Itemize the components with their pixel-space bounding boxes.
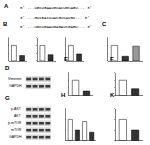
svg-text:p-AKT: p-AKT — [11, 107, 22, 111]
svg-text:AKT: AKT — [14, 114, 22, 118]
svg-text:GAPDH: GAPDH — [9, 84, 22, 88]
svg-text:H: H — [61, 92, 65, 98]
svg-text:B: B — [3, 21, 8, 27]
svg-text:p-mTOR: p-mTOR — [8, 121, 22, 125]
svg-text:K: K — [110, 92, 115, 98]
svg-text:5' ...UGCUGAAUGAGAUCGAGU... 3': 5' ...UGCUGAAUGAGAUCGAGU... 3' — [20, 25, 92, 29]
svg-text:C: C — [102, 21, 107, 27]
svg-text:Vimentin: Vimentin — [8, 77, 22, 81]
svg-text:F: F — [110, 56, 114, 62]
svg-text:3' ...GUCGACUUACGUCAUGU... 5': 3' ...GUCGACUUACGUCAUGU... 5' — [20, 16, 90, 20]
svg-text:5' ...UGCUGAAUGUACUGCAGU... 3': 5' ...UGCUGAAUGUACUGCAGU... 3' — [20, 6, 92, 10]
svg-text:mTOR: mTOR — [11, 128, 22, 132]
svg-text:A: A — [4, 3, 9, 9]
svg-text:GAPDH: GAPDH — [9, 135, 22, 139]
svg-text:G: G — [5, 95, 10, 101]
svg-text:E: E — [64, 56, 68, 62]
svg-text:D: D — [5, 65, 10, 71]
